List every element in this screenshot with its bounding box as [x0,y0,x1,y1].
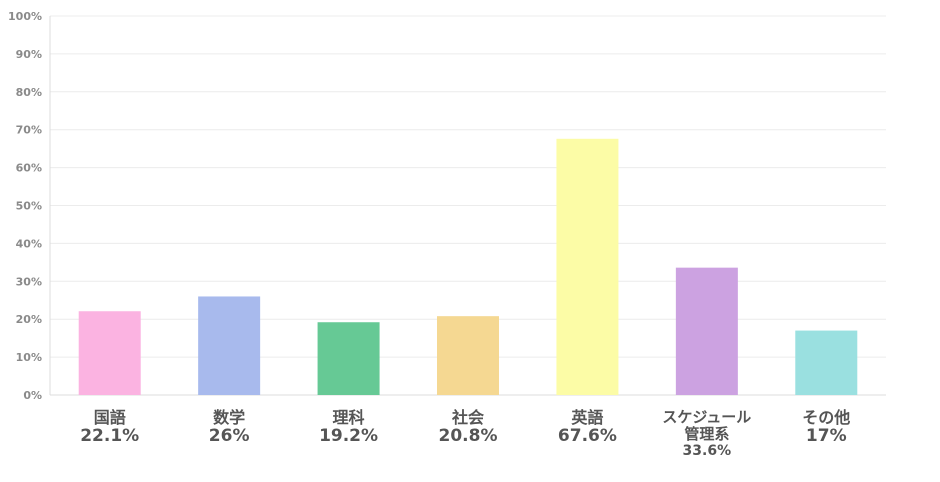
bar [78,311,141,395]
category-value-label: 22.1% [80,425,140,446]
y-tick-label: 30% [16,275,42,288]
bar [437,316,499,395]
y-tick-label: 0% [23,389,42,402]
bar [675,267,738,395]
category-label: 数学 26% [159,409,299,445]
y-tick-label: 80% [16,86,42,99]
y-tick-label: 50% [16,200,42,213]
category-name: 社会 [451,408,484,427]
category-label: 理科 19.2% [279,409,419,445]
category-name: 英語 [571,408,604,427]
y-tick-label: 90% [16,48,42,61]
category-name: 数学 [213,408,246,427]
category-value-label: 17% [805,425,847,446]
category-label: 社会 20.8% [398,409,538,445]
category-value-label: 33.6% [682,442,732,459]
category-name: 国語 [93,408,126,427]
bar [198,296,261,395]
category-label: 国語 22.1% [40,409,180,445]
category-value-label: 26% [208,425,250,446]
bar [795,330,858,395]
category-label: スケジュール 管理系 33.6% [637,408,777,459]
category-value-label: 20.8% [438,425,498,446]
y-tick-label: 100% [8,10,42,23]
category-value-label: 19.2% [319,425,379,446]
category-label: 英語 67.6% [517,409,657,445]
y-tick-label: 20% [16,313,42,326]
y-tick-label: 70% [16,124,42,137]
category-label: その他 17% [756,409,896,445]
y-tick-label: 10% [16,351,42,364]
y-tick-label: 40% [16,237,42,250]
y-tick-label: 60% [16,162,42,175]
bar [556,138,619,395]
bar [317,322,380,395]
category-name: 理科 [332,408,365,427]
category-value-label: 67.6% [557,425,617,446]
category-name: スケジュール 管理系 [662,408,752,444]
category-name: その他 [802,408,851,427]
